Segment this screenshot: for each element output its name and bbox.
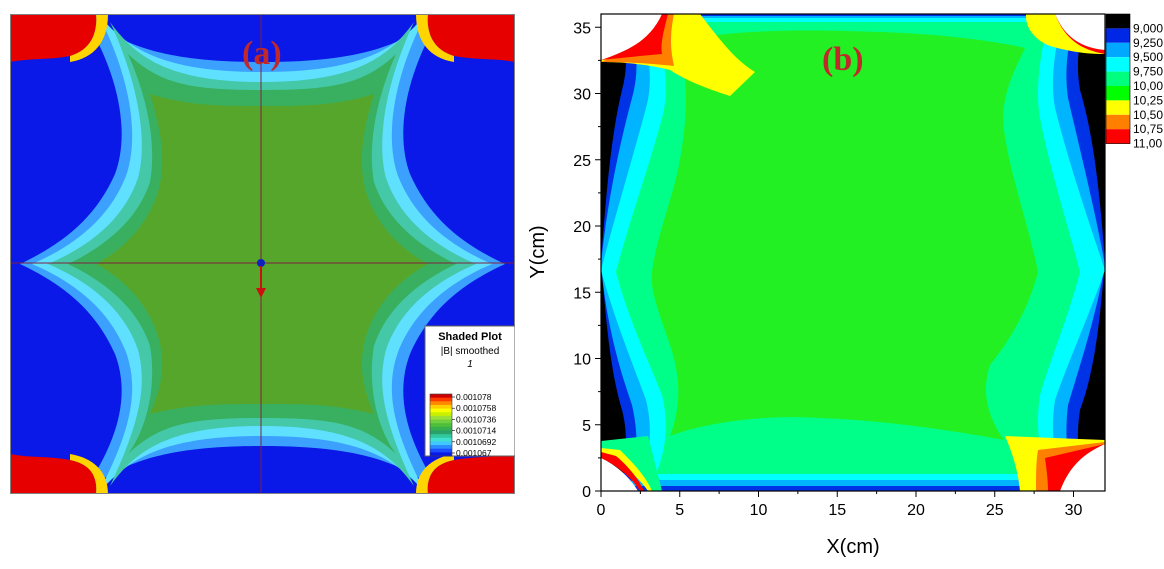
colorbar-swatch: [430, 412, 452, 417]
legend-swatch: [1106, 57, 1130, 72]
y-axis-ticks: 0 5 10 15 20 25 30 35: [573, 20, 601, 501]
corner-yellow-bottom-left: [70, 454, 108, 494]
field-contours: [10, 14, 515, 494]
y-axis-label: Y(cm): [527, 225, 549, 278]
colorbar-swatch: [430, 415, 452, 421]
panel-label-b: (b): [822, 41, 864, 78]
legend-colorbar: [429, 393, 453, 457]
y-tick-label: 30: [573, 87, 591, 104]
x-axis-label: X(cm): [826, 536, 879, 558]
colorbar-swatch: [430, 408, 452, 413]
legend-swatch: [1106, 114, 1130, 130]
colorbar-swatch: [430, 448, 452, 453]
panel-label-a: (a): [242, 35, 282, 72]
x-tick-label: 10: [750, 502, 768, 519]
colorbar-tick-label: 0.0010692: [456, 437, 496, 447]
legend-label: 11,00: [1133, 137, 1162, 151]
colorbar-swatch: [430, 404, 452, 410]
shaded-plot-svg: (a) Shaded Plot |B| smoothed 1 0.0010780…: [10, 14, 516, 494]
colorbar-tick-label: 0.0010714: [456, 426, 496, 436]
x-tick-label: 0: [597, 502, 606, 519]
contour-fills: [601, 14, 1105, 491]
hotspot-bottom-right-red: [1045, 444, 1105, 491]
legend-swatch: [1106, 14, 1130, 29]
legend-label: 9,250: [1133, 36, 1163, 50]
x-tick-label: 20: [907, 502, 925, 519]
legend-swatch: [1106, 100, 1130, 115]
contour-plot-svg: (b) 0 5 10 15 20 25 30 0 5 10 15 20 25 30 35 X(cm) Y(…: [527, 13, 1163, 558]
plot-frame-b: [600, 13, 1106, 492]
blank-corner-top-right: [1055, 14, 1105, 50]
legend-swatch: [1106, 129, 1130, 144]
x-tick-label: 25: [986, 502, 1004, 519]
legend-swatch: [1106, 28, 1130, 43]
field-arrow-head: [256, 288, 266, 298]
legend-label: 9,000: [1133, 21, 1163, 35]
legend-label: 9,500: [1133, 50, 1163, 64]
colorbar-swatch: [430, 401, 452, 406]
colorbar-swatch: [430, 397, 452, 402]
corner-max-top-right: [427, 14, 515, 62]
y-tick-label: 20: [573, 219, 591, 236]
legend-label: 10,00: [1133, 79, 1163, 93]
x-axis-ticks: 0 5 10 15 20 25 30: [597, 491, 1083, 519]
hotspot-top-left-red: [601, 14, 668, 60]
corner-max-top-left: [10, 14, 97, 62]
legend-outline: [1105, 13, 1131, 144]
field-center: [96, 94, 428, 414]
legend-title: Shaded Plot: [438, 331, 502, 343]
corner-yellow-top-left: [70, 14, 108, 62]
y-tick-label: 15: [573, 285, 591, 302]
corner-max-bottom-left: [10, 454, 97, 494]
legend-swatch: [1106, 42, 1130, 58]
legend-swatch: [1106, 86, 1130, 101]
colorbar-tick-label: 0.0010758: [456, 403, 496, 413]
colorbar-swatch: [430, 434, 452, 439]
blank-corner-bottom-left: [601, 458, 638, 491]
colorbar-swatch: [430, 452, 452, 457]
y-tick-label: 0: [582, 484, 591, 501]
x-tick-label: 30: [1065, 502, 1083, 519]
colorbar-swatch: [430, 426, 452, 431]
legend-label: 10,75: [1133, 122, 1163, 136]
y-tick-label: 25: [573, 153, 591, 170]
legend-swatch: [1106, 71, 1130, 86]
contour-legend: 9,0009,2509,5009,75010,0010,2510,5010,75…: [1105, 13, 1163, 151]
corner-yellow-top-right: [416, 14, 454, 62]
shaded-plot-legend: Shaded Plot |B| smoothed 1 0.0010780.001…: [424, 325, 516, 458]
legend-label: 10,50: [1133, 108, 1163, 122]
blank-corner-top-left: [601, 14, 662, 60]
colorbar-swatch: [430, 419, 452, 424]
x-tick-label: 5: [675, 502, 684, 519]
colorbar-swatch: [430, 394, 452, 399]
colorbar-swatch: [430, 437, 452, 442]
colorbar-tick-label: 0.001078: [456, 392, 492, 402]
colorbar-tick-label: 0.0010736: [456, 414, 496, 424]
contour-core: [651, 30, 1038, 440]
hotspot-top-left: [601, 14, 755, 96]
colorbar-swatch: [430, 430, 452, 435]
corner-yellow-bottom-right: [416, 454, 454, 494]
corner-max-bottom-right: [427, 454, 515, 494]
y-tick-label: 5: [582, 418, 591, 435]
colorbar-swatch: [430, 423, 452, 428]
legend-index: 1: [467, 359, 473, 370]
origin-point: [257, 259, 265, 267]
y-tick-label: 35: [573, 20, 591, 37]
contour-plot-panel: (b) 0 5 10 15 20 25 30 0 5 10 15 20 25 30 35 X(cm) Y(…: [520, 0, 1164, 564]
colorbar-swatch: [430, 441, 452, 446]
shaded-plot-panel: (a) Shaded Plot |B| smoothed 1 0.001078 0…: [10, 14, 516, 494]
blank-corner-bottom-right: [1060, 444, 1105, 491]
legend-subtitle: |B| smoothed: [441, 346, 500, 357]
x-tick-label: 15: [828, 502, 846, 519]
legend-label: 10,25: [1133, 93, 1163, 107]
colorbar-swatch: [430, 445, 452, 450]
legend-ticks: 0.0010780.00107580.00107360.00107140.001…: [452, 392, 496, 458]
y-tick-label: 10: [573, 352, 591, 369]
legend-label: 9,750: [1133, 65, 1163, 79]
colorbar-outline: [429, 393, 453, 457]
plot-frame: [10, 14, 515, 494]
colorbar-tick-label: 0.001067: [456, 448, 492, 458]
hotspot-bottom-left-red: [601, 452, 644, 491]
